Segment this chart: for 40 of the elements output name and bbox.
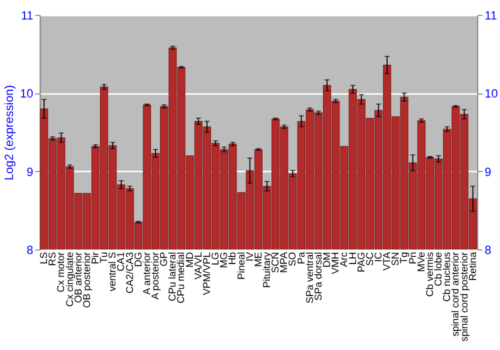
y-tick-label: 9 [26, 164, 34, 179]
x-tick-label: Pir [90, 251, 102, 264]
x-tick-label: MVe [416, 252, 428, 272]
x-tick-label: spinal cord posterior [459, 251, 470, 342]
x-tick-label: RS [48, 252, 59, 266]
x-tick-label: Hb [228, 252, 239, 265]
x-tick-label: Pn [408, 252, 419, 264]
x-tick-label: Pituitary [262, 252, 274, 288]
x-tick-label: PAG [356, 252, 368, 272]
x-tick-label: IV [244, 252, 256, 262]
x-tick-label: SPa dorsal [313, 252, 324, 301]
y-tick-label: 11 [20, 8, 34, 22]
x-tick-label: Cx cingulate [64, 252, 76, 307]
x-tick-label: IC [373, 252, 384, 262]
x-tick-label: CA1 [116, 252, 128, 272]
x-tick-label: OB anterior [73, 251, 84, 303]
y-tick-label: 8 [26, 243, 34, 258]
x-tick-label: Pineal [236, 252, 248, 280]
y2-tick-label: 9 [484, 164, 492, 179]
x-tick-label: OB posterior [82, 251, 93, 308]
x-tick-label: DG [133, 252, 144, 267]
x-tick-label: Pa [296, 252, 308, 264]
x-tick-label: Tg [399, 252, 410, 264]
x-tick-label: A anterior [142, 251, 153, 295]
x-tick-label: VPM/VPL [202, 252, 213, 296]
y2-tick-label: 11 [484, 8, 498, 22]
x-tick-label: LH [348, 252, 359, 265]
x-tick-label: CPu medial [176, 252, 188, 304]
x-tick-label: CA2/CA3 [124, 252, 136, 294]
y2-tick-label: 8 [484, 243, 492, 258]
x-tick-label: A posterior [150, 251, 162, 300]
y2-tick-label: 10 [484, 86, 498, 101]
y-tick-label: 10 [20, 86, 34, 101]
y-axis-title: Log2 (expression) [2, 85, 16, 180]
x-tick-label: Retina [468, 252, 479, 281]
x-tick-label: ME [253, 252, 264, 267]
x-tick-label: SO [288, 252, 299, 266]
x-tick-label: spinal cord anterior [450, 251, 462, 337]
x-tick-label: SC [364, 252, 376, 266]
x-tick-label: Arc [339, 252, 350, 267]
